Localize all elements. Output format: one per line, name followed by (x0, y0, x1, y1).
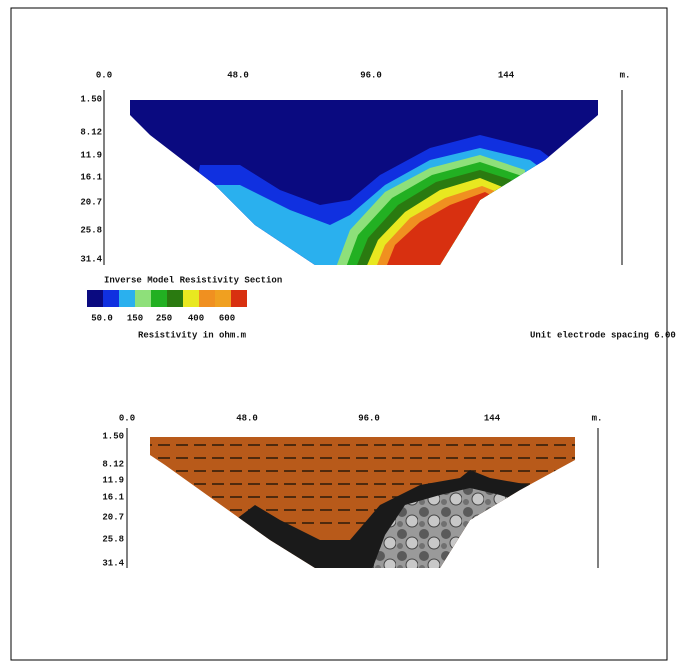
x-label: m. (620, 70, 631, 80)
depth-label: 16.1 (80, 172, 102, 182)
scale-label: 250 (156, 313, 172, 323)
bottom-panel: 0.0 48.0 96.0 144 m. 1.50 8.12 11.9 16.1… (102, 413, 602, 575)
spacing-note: Unit electrode spacing 6.00 m. (530, 330, 678, 340)
x-label: 0.0 (96, 70, 112, 80)
scale-label: 150 (127, 313, 143, 323)
depth-label: 20.7 (102, 512, 124, 522)
top-panel: 0.0 48.0 96.0 144 m. 1.50 8.12 11.9 16.1… (80, 70, 678, 340)
x-label: 48.0 (227, 70, 249, 80)
depth-label: 1.50 (102, 431, 124, 441)
depth-label: 16.1 (102, 492, 124, 502)
depth-label: 11.9 (80, 150, 102, 160)
scale-label: 400 (188, 313, 204, 323)
x-label: 144 (484, 413, 501, 423)
depth-label: 25.8 (80, 225, 102, 235)
color-scale (87, 290, 247, 307)
scale-label: 50.0 (91, 313, 113, 323)
x-label: 96.0 (358, 413, 380, 423)
depth-label: 1.50 (80, 94, 102, 104)
x-label: 144 (498, 70, 515, 80)
legend-title: Inverse Model Resistivity Section (104, 275, 282, 285)
depth-label: 11.9 (102, 475, 124, 485)
x-label: m. (592, 413, 603, 423)
depth-label: 31.4 (102, 558, 124, 568)
figure: 0.0 48.0 96.0 144 m. 1.50 8.12 11.9 16.1… (0, 0, 678, 669)
scale-caption: Resistivity in ohm.m (138, 330, 247, 340)
depth-label: 31.4 (80, 254, 102, 264)
depth-label: 20.7 (80, 197, 102, 207)
depth-label: 8.12 (102, 459, 124, 469)
scale-label: 600 (219, 313, 235, 323)
depth-label: 25.8 (102, 534, 124, 544)
x-label: 48.0 (236, 413, 258, 423)
geologic-section (140, 430, 590, 575)
section (120, 95, 610, 270)
depth-label: 8.12 (80, 127, 102, 137)
x-label: 0.0 (119, 413, 135, 423)
x-label: 96.0 (360, 70, 382, 80)
